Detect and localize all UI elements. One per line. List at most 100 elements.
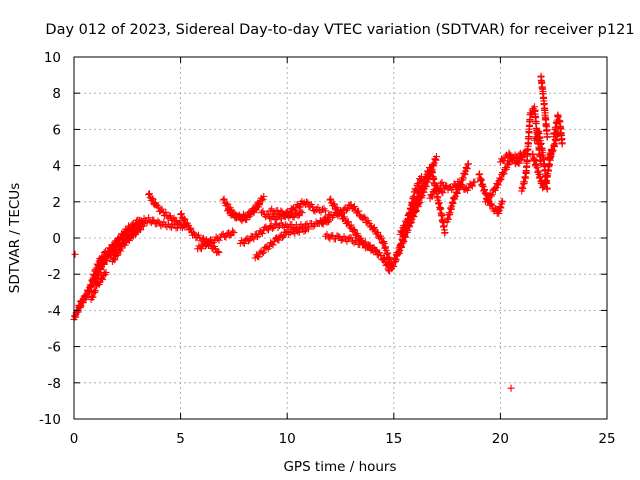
data-point	[123, 231, 131, 239]
data-point	[463, 165, 471, 173]
data-point	[394, 250, 402, 258]
data-point	[323, 230, 331, 238]
x-tick-label: 20	[492, 431, 509, 447]
data-point	[132, 229, 140, 237]
data-point	[340, 213, 348, 221]
axis-ticks	[73, 56, 608, 420]
data-point	[355, 207, 363, 215]
y-axis-label: SDTVAR / TECUs	[7, 183, 23, 293]
data-point	[89, 293, 97, 301]
grid-lines	[74, 57, 607, 419]
data-point	[111, 256, 119, 264]
data-point	[417, 176, 425, 184]
data-point	[260, 192, 268, 200]
data-point	[240, 239, 248, 247]
y-tick-label: -2	[48, 267, 61, 283]
data-point	[294, 228, 302, 236]
data-point	[494, 180, 502, 188]
data-point	[138, 218, 146, 226]
data-point	[145, 190, 153, 198]
data-point	[377, 251, 385, 259]
data-point	[135, 222, 143, 230]
data-point	[150, 216, 158, 224]
data-point	[220, 195, 228, 203]
data-point	[459, 181, 467, 189]
data-point	[464, 160, 472, 168]
data-point	[543, 133, 551, 141]
data-point	[353, 237, 361, 245]
data-point	[215, 248, 223, 256]
data-point	[225, 206, 233, 214]
data-point	[454, 178, 462, 186]
data-point	[319, 219, 327, 227]
data-point	[91, 288, 99, 296]
data-point	[505, 161, 513, 169]
data-point	[374, 229, 382, 237]
data-point	[370, 223, 378, 231]
data-point	[450, 193, 458, 201]
data-point	[102, 268, 110, 276]
data-point	[462, 163, 470, 171]
data-point	[301, 226, 309, 234]
data-point	[381, 255, 389, 263]
data-point	[509, 153, 517, 161]
data-point	[269, 224, 277, 232]
data-point	[414, 194, 422, 202]
x-tick-label: 0	[70, 431, 79, 447]
x-tick-label: 10	[279, 431, 296, 447]
y-tick-label: -4	[48, 303, 61, 319]
data-point	[344, 218, 352, 226]
data-point	[154, 203, 162, 211]
y-tick-label: -8	[48, 376, 61, 392]
data-point	[459, 174, 467, 182]
x-tick-label: 5	[176, 431, 185, 447]
data-point	[371, 247, 379, 255]
data-point	[392, 255, 400, 263]
y-tick-label: 0	[52, 231, 61, 247]
data-point	[303, 198, 311, 206]
data-point	[81, 291, 89, 299]
y-tick-label: 2	[52, 195, 61, 211]
data-point	[157, 222, 165, 230]
data-point	[271, 216, 279, 224]
data-point	[500, 170, 508, 178]
data-point	[274, 223, 282, 231]
data-point	[176, 218, 184, 226]
data-point	[268, 205, 276, 213]
data-point	[291, 229, 299, 237]
data-point	[418, 184, 426, 192]
data-point	[418, 172, 426, 180]
data-point	[461, 171, 469, 179]
data-point	[134, 225, 142, 233]
data-point	[412, 186, 420, 194]
data-point	[113, 252, 121, 260]
data-point	[98, 275, 106, 283]
data-point	[84, 287, 92, 295]
data-point	[278, 233, 286, 241]
data-point	[422, 174, 430, 182]
data-point	[322, 207, 330, 215]
data-point	[337, 209, 344, 217]
data-point	[491, 184, 499, 192]
data-point	[79, 299, 87, 307]
data-point	[487, 200, 495, 208]
data-point	[290, 213, 298, 221]
data-point	[300, 228, 308, 236]
data-point	[197, 245, 205, 253]
data-point	[297, 207, 305, 215]
chart-title: Day 012 of 2023, Sidereal Day-to-day VTE…	[45, 22, 634, 38]
data-point	[277, 207, 285, 215]
data-point	[311, 207, 319, 215]
data-point	[403, 219, 411, 227]
data-point	[250, 235, 258, 243]
data-point	[244, 237, 252, 245]
x-axis-label: GPS time / hours	[283, 459, 396, 475]
data-point	[177, 210, 185, 218]
data-point	[269, 241, 277, 249]
data-point	[499, 198, 507, 206]
x-tick-label: 25	[598, 431, 615, 447]
data-point	[258, 230, 266, 238]
y-tick-label: -10	[39, 412, 61, 428]
